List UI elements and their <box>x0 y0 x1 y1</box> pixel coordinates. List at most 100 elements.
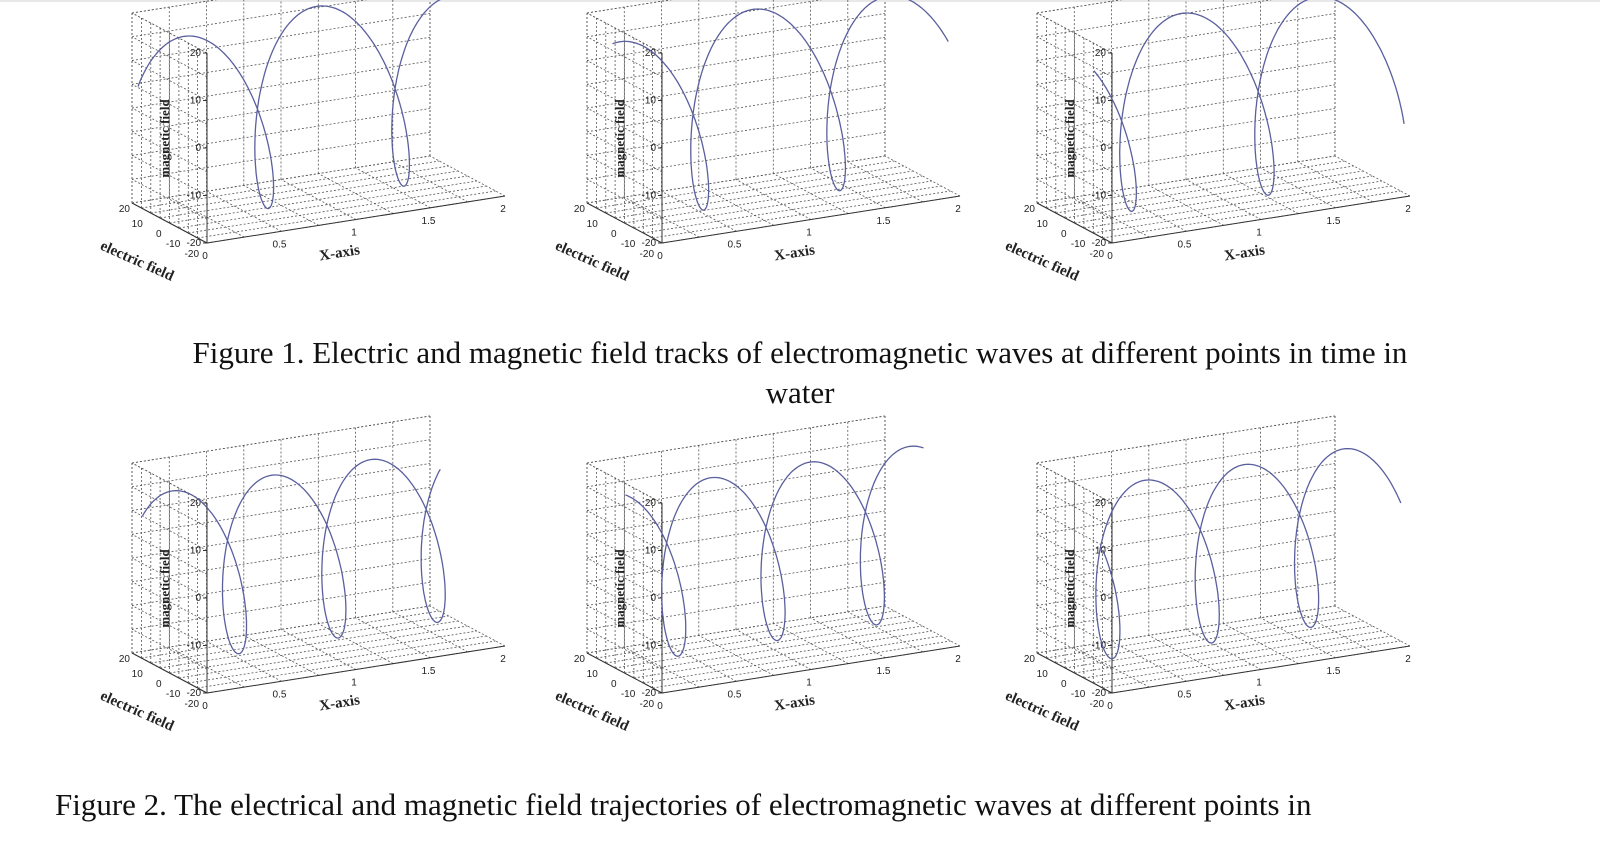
y-tick-label: 20 <box>119 204 131 215</box>
y-tick-label: -20 <box>185 699 200 710</box>
figure2-caption-line1: Figure 2. The electrical and magnetic fi… <box>55 787 1312 822</box>
figure2-panel-3: -20 -10 0 10 20 0 0.5 1 1.5 2 -20 -10 0 10 20 X-axis ele… <box>1000 415 1440 765</box>
x-tick-label: 0.5 <box>728 239 742 250</box>
grid-back-line <box>586 13 886 61</box>
grid-floor-line <box>1111 640 1187 682</box>
field-trajectory-line <box>141 458 446 655</box>
grid-floor-line <box>280 629 357 670</box>
y-tick-label: 0 <box>1061 229 1067 240</box>
z-tick-label: -10 <box>1092 641 1107 652</box>
x-tick-label: 1.5 <box>1327 216 1341 227</box>
grid-back-line <box>586 108 886 156</box>
x-axis-line <box>1111 645 1411 694</box>
y-tick-label: 10 <box>132 669 144 680</box>
y-tick-label: -20 <box>1090 699 1105 710</box>
z-tick-label: -10 <box>1092 191 1107 202</box>
grid-back-line <box>1036 534 1336 583</box>
field-trajectory-line <box>612 0 949 211</box>
y-tick-label: -20 <box>1090 249 1105 260</box>
figure2-caption: Figure 2. The electrical and magnetic fi… <box>0 785 1600 825</box>
grid-back-line <box>586 510 886 559</box>
grid-back-line <box>131 510 431 559</box>
grid-floor-line <box>735 179 812 220</box>
field-trajectory-line <box>1093 0 1405 213</box>
x-axis-line <box>1111 195 1411 244</box>
y-tick-label: 20 <box>1024 204 1036 215</box>
x-axis-line <box>661 195 961 244</box>
y-tick-label: -10 <box>166 689 181 700</box>
x-tick-label: 2 <box>1405 204 1411 215</box>
grid-back-line <box>1036 486 1336 535</box>
field-trajectory-line <box>1095 447 1402 660</box>
figure1-panel-1: -20 -10 0 10 20 0 0.5 1 1.5 2 -20 -10 0 10 20 X-axis ele… <box>95 0 535 315</box>
x-tick-label: 1 <box>351 678 357 689</box>
x-tick-label: 2 <box>955 204 961 215</box>
y-tick-label: 0 <box>611 229 617 240</box>
field-trajectory-line <box>625 445 924 657</box>
x-axis-label: X-axis <box>773 692 816 714</box>
plot3d: -20-100102000.511.52-20-1001020X-axisele… <box>1003 0 1411 285</box>
x-tick-label: 2 <box>955 654 961 665</box>
grid-back-line <box>131 486 431 535</box>
z-tick-label: -20 <box>1092 688 1107 699</box>
x-tick-label: 1.5 <box>877 216 891 227</box>
y-tick-label: 0 <box>156 229 162 240</box>
y-tick-label: 20 <box>119 654 131 665</box>
grid-floor-line <box>280 179 357 220</box>
y-tick-label: -10 <box>166 239 181 250</box>
x-tick-label: 0 <box>657 251 663 262</box>
z-tick-label: 20 <box>1095 48 1107 59</box>
y-tick-label: -10 <box>1071 689 1086 700</box>
grid-floor-line <box>735 629 812 670</box>
grid-floor-line <box>1185 179 1262 220</box>
x-tick-label: 1 <box>806 678 812 689</box>
z-axis-label: magnetic field <box>1062 99 1077 178</box>
y-tick-label: 0 <box>1061 679 1067 690</box>
x-tick-label: 1 <box>1256 228 1262 239</box>
x-tick-label: 1 <box>351 228 357 239</box>
y-tick-label: 0 <box>611 679 617 690</box>
grid-floor-line <box>197 190 496 239</box>
y-tick-label: -10 <box>621 239 636 250</box>
z-tick-label: 10 <box>190 546 202 557</box>
x-tick-label: 2 <box>1405 654 1411 665</box>
figure2-panel-1: -20 -10 0 10 20 0 0.5 1 1.5 2 -20 -10 0 10 20 X-axis ele… <box>95 415 535 765</box>
plot3d: -20-100102000.511.52-20-1001020X-axisele… <box>1003 415 1411 735</box>
z-tick-label: 20 <box>1095 498 1107 509</box>
y-tick-label: 20 <box>574 204 586 215</box>
z-tick-label: 10 <box>1095 546 1107 557</box>
grid-back-line <box>1036 558 1336 606</box>
figure2-panel-2: -20 -10 0 10 20 0 0.5 1 1.5 2 -20 -10 0 10 20 X-axis ele… <box>550 415 990 765</box>
grid-back-line <box>586 558 886 606</box>
y-axis-line <box>1036 652 1113 694</box>
field-trajectory-line <box>137 0 441 210</box>
grid-back-line <box>131 108 431 156</box>
grid-floor-line <box>197 640 496 689</box>
y-tick-label: -10 <box>1071 239 1086 250</box>
z-tick-label: 0 <box>195 593 201 604</box>
grid-back-line <box>1036 36 1336 85</box>
z-tick-label: 20 <box>645 498 657 509</box>
y-tick-label: 10 <box>587 669 599 680</box>
y-tick-label: -10 <box>621 689 636 700</box>
y-tick-label: 20 <box>574 654 586 665</box>
grid-floor-line <box>643 185 942 234</box>
grid-floor-line <box>188 185 487 234</box>
grid-back-line <box>131 84 431 133</box>
figure1-caption: Figure 1. Electric and magnetic field tr… <box>0 333 1600 413</box>
z-axis-label: magnetic field <box>612 549 627 628</box>
grid-back-line <box>586 534 886 583</box>
x-axis-label: X-axis <box>1223 692 1266 714</box>
x-tick-label: 0.5 <box>1178 239 1192 250</box>
x-tick-label: 0 <box>657 701 663 712</box>
z-tick-label: 0 <box>195 143 201 154</box>
x-tick-label: 0.5 <box>1178 689 1192 700</box>
y-axis-line <box>1036 202 1113 244</box>
z-tick-label: -10 <box>187 641 202 652</box>
figure1-caption-line2: water <box>765 375 835 410</box>
z-tick-label: -20 <box>1092 238 1107 249</box>
grid-floor-line <box>1111 190 1187 232</box>
grid-floor-line <box>643 635 942 684</box>
y-tick-label: 20 <box>1024 654 1036 665</box>
grid-back-line <box>1036 60 1336 109</box>
